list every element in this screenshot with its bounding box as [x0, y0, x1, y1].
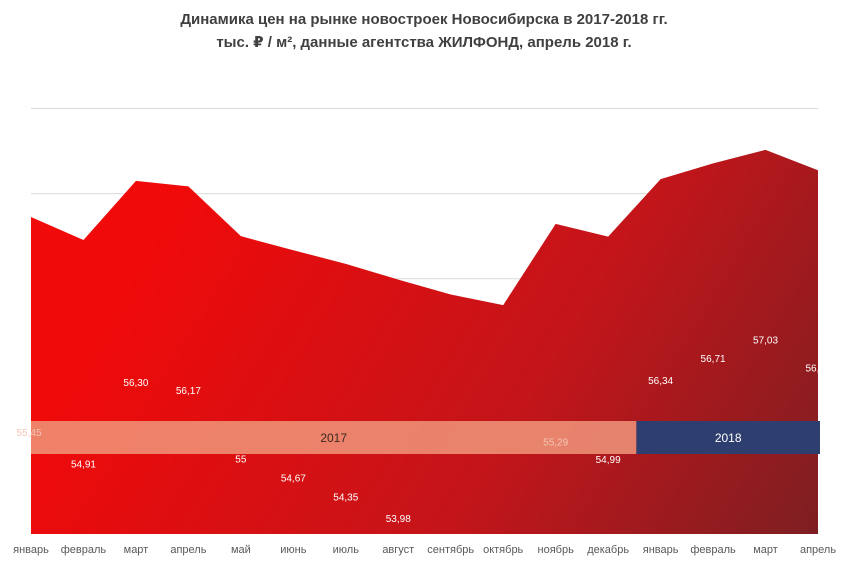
x-tick-label: август: [382, 544, 414, 556]
x-tick-label: март: [753, 544, 778, 556]
x-tick-label: март: [124, 544, 149, 556]
data-label: 56,71: [701, 354, 726, 365]
data-label: 53,98: [386, 514, 411, 525]
data-label: 53,63: [438, 535, 463, 546]
x-tick-label: январь: [13, 544, 49, 556]
x-tick-label: февраль: [690, 544, 736, 556]
x-tick-label: июнь: [280, 544, 306, 556]
x-tick-label: июль: [333, 544, 360, 556]
data-label: 53,38: [491, 549, 516, 560]
data-label: 57,03: [753, 335, 778, 346]
x-tick-label: апрель: [800, 544, 836, 556]
x-tick-label: ноябрь: [538, 544, 575, 556]
data-label: 54,91: [71, 460, 96, 471]
x-tick-label: декабрь: [587, 544, 629, 556]
price-area: [31, 149, 818, 534]
data-label: 55: [235, 454, 247, 465]
data-label: 56,55: [805, 364, 830, 375]
chart-title: Динамика цен на рынке новостроек Новосиб…: [180, 11, 668, 28]
data-label: 55,45: [16, 428, 41, 439]
chart-subtitle: тыс. ₽ / м², данные агентства ЖИЛФОНД, а…: [216, 34, 632, 51]
data-label: 54,35: [333, 492, 358, 503]
year-band-label: 2018: [715, 431, 742, 445]
year-band-2017: [31, 421, 637, 454]
x-tick-label: сентябрь: [427, 544, 474, 556]
year-band-2018: [636, 421, 820, 454]
data-label: 55,29: [543, 437, 568, 448]
data-label: 56,30: [123, 378, 148, 389]
data-label: 56,34: [648, 376, 673, 387]
data-label: 54,67: [281, 474, 306, 485]
data-label: 54,99: [596, 455, 621, 466]
x-tick-label: октябрь: [483, 544, 523, 556]
x-tick-label: май: [231, 544, 251, 556]
data-label: 56,17: [176, 386, 201, 397]
x-tick-label: апрель: [170, 544, 206, 556]
year-band-label: 2017: [320, 431, 347, 445]
x-tick-label: февраль: [61, 544, 107, 556]
x-tick-label: январь: [643, 544, 679, 556]
